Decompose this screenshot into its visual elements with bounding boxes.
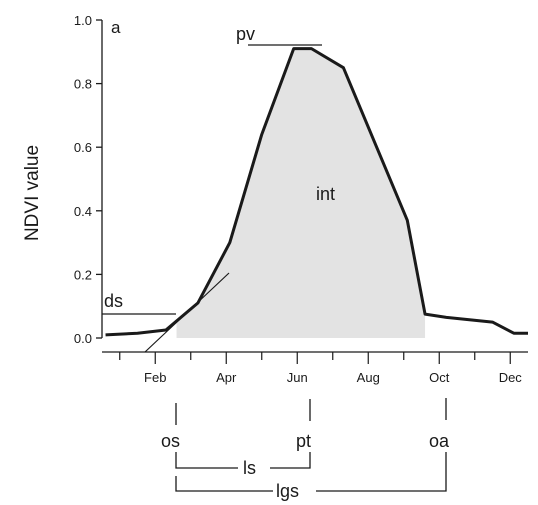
oa-label: oa <box>429 431 450 451</box>
x-tick-label: Aug <box>357 370 380 385</box>
x-tick-label: Jun <box>287 370 308 385</box>
ls-bracket <box>175 452 238 469</box>
x-ticks-group: Feb Apr Jun Aug Oct Dec <box>119 352 523 385</box>
lgs-bracket-right <box>316 452 447 492</box>
x-tick-label: Oct <box>429 370 450 385</box>
x-tick-label: Feb <box>144 370 166 385</box>
y-tick-label: 0.4 <box>74 204 92 219</box>
y-tick-label: 0.0 <box>74 331 92 346</box>
ls-bracket-right <box>270 452 311 469</box>
int-label: int <box>316 184 335 204</box>
ls-label: ls <box>243 458 256 478</box>
y-tick-label: 0.6 <box>74 140 92 155</box>
panel-label: a <box>111 18 121 37</box>
lgs-bracket <box>175 476 273 492</box>
y-axis-label: NDVI value <box>22 145 43 241</box>
y-tick-label: 1.0 <box>74 13 92 28</box>
y-ticks-group: 0.0 0.2 0.4 0.6 0.8 1.0 <box>74 13 102 346</box>
x-tick-label: Dec <box>499 370 523 385</box>
ndvi-curve <box>105 47 528 337</box>
os-label: os <box>161 431 180 451</box>
x-tick-label: Apr <box>216 370 237 385</box>
ds-label: ds <box>104 291 123 311</box>
y-tick-label: 0.8 <box>74 77 92 92</box>
y-tick-label: 0.2 <box>74 267 92 282</box>
lgs-label: lgs <box>276 481 299 501</box>
shaded-integral-area <box>176 48 426 339</box>
pt-label: pt <box>296 431 311 451</box>
pv-label: pv <box>236 24 255 44</box>
